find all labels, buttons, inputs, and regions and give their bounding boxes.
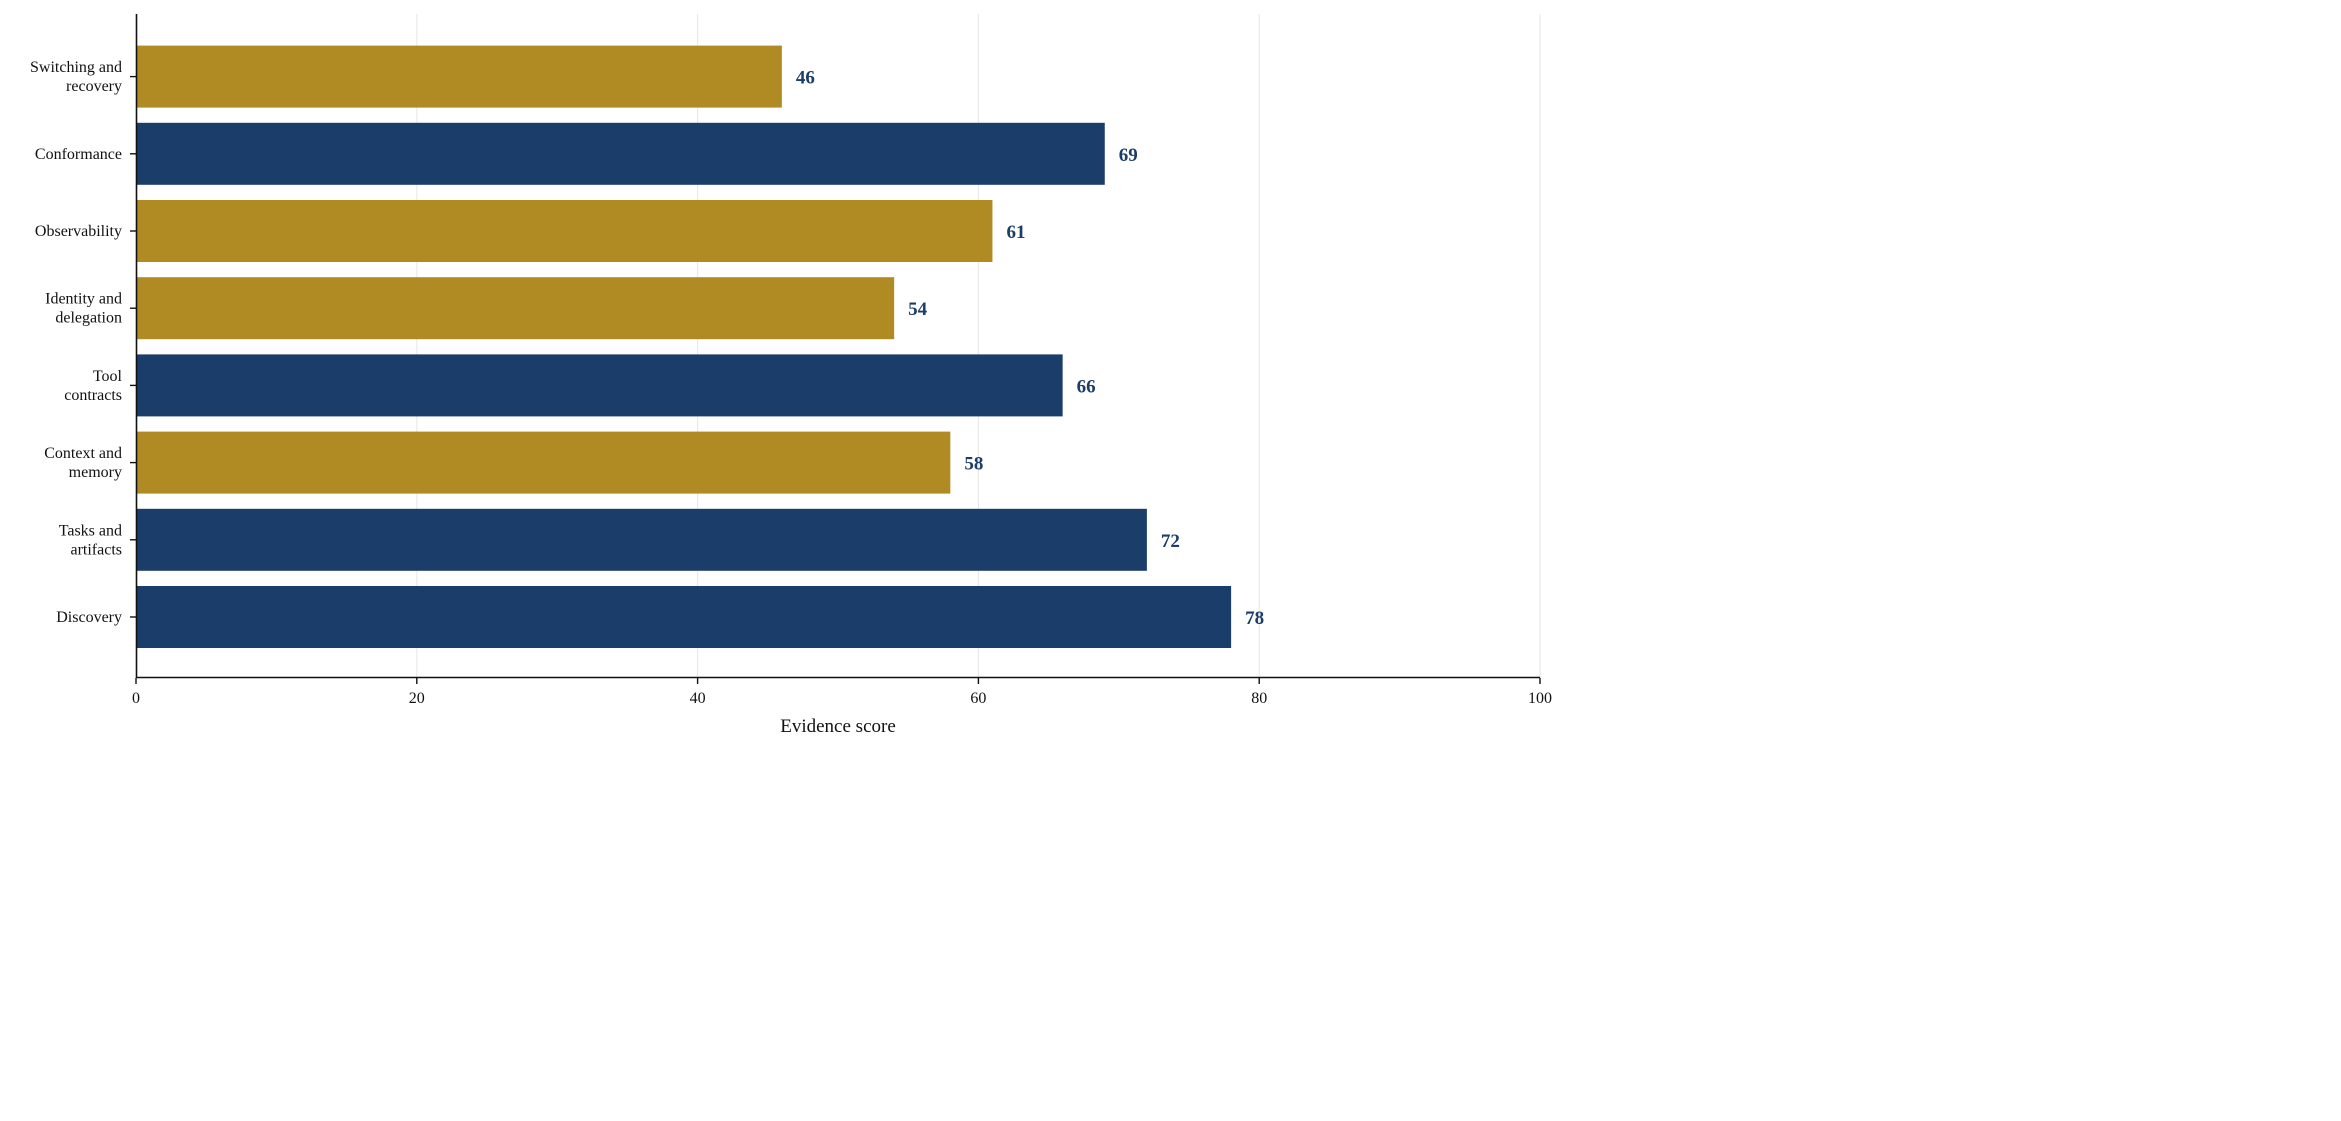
x-tick-label: 80 — [1251, 690, 1267, 707]
value-label: 69 — [1119, 145, 1138, 166]
x-tick-label: 60 — [970, 690, 986, 707]
category-label: Tool contracts — [64, 368, 122, 404]
category-label: Switching and recovery — [30, 59, 122, 95]
value-label: 72 — [1161, 531, 1180, 552]
value-label: 46 — [796, 68, 815, 89]
value-label: 61 — [1006, 222, 1025, 243]
value-label: 58 — [964, 454, 983, 475]
labels: Discovery 78 Tasks and artifacts 72 Context a… — [30, 59, 1264, 629]
value-label: 54 — [908, 299, 928, 320]
category-label: Conformance — [35, 146, 122, 163]
x-tick-label: 20 — [409, 690, 425, 707]
bar — [136, 200, 993, 262]
value-label: 78 — [1245, 608, 1264, 629]
bar — [136, 122, 1105, 185]
x-tick-label: 100 — [1528, 690, 1552, 707]
evidence-score-bar-chart: 0 20 40 60 80 100 Discovery 78 Tasks and artifac… — [30, 14, 1552, 737]
grid-lines — [416, 14, 1541, 678]
x-axis-title: Evidence score — [780, 716, 896, 737]
category-label: Tasks and artifacts — [59, 522, 122, 558]
bar — [136, 354, 1063, 417]
bar — [136, 45, 782, 108]
x-tick-label: 40 — [690, 690, 706, 707]
ticks: 0 20 40 60 80 100 — [130, 75, 1552, 707]
bar — [136, 508, 1147, 571]
bars — [136, 45, 1232, 648]
bar — [136, 586, 1232, 648]
axes — [135, 14, 1540, 679]
x-tick-label: 0 — [132, 690, 140, 707]
bar — [136, 277, 895, 340]
bar — [136, 431, 951, 494]
category-label: Discovery — [56, 609, 122, 626]
category-label: Identity and delegation — [45, 291, 122, 327]
category-label: Context and memory — [44, 445, 122, 481]
category-label: Observability — [35, 223, 122, 240]
value-label: 66 — [1077, 376, 1096, 397]
